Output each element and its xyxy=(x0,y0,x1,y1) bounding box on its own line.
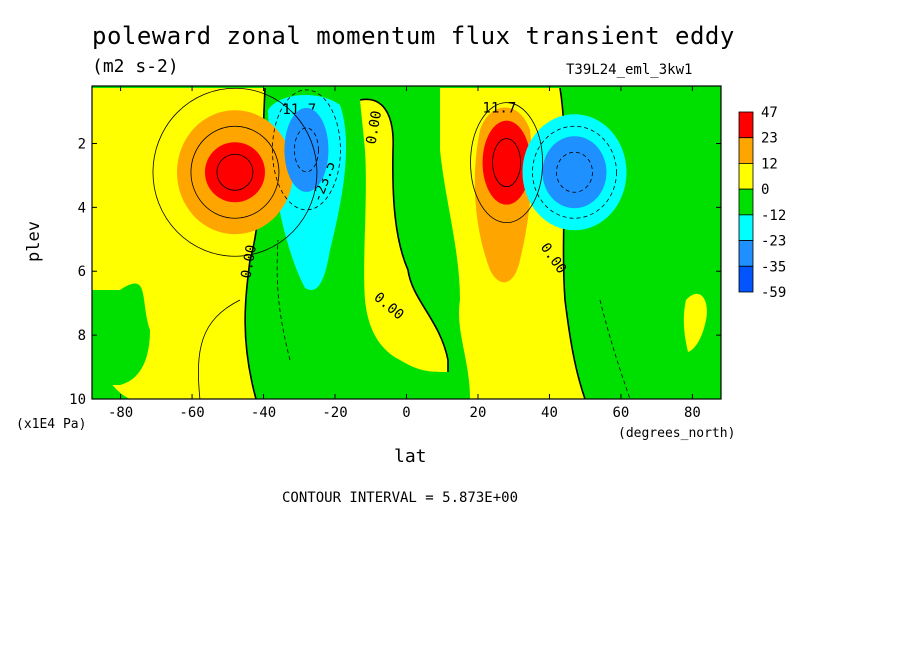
green-patch-southwest xyxy=(92,283,150,385)
colorbar-label: 12 xyxy=(761,156,778,172)
contour-north-neg-a xyxy=(532,125,617,219)
colorbar-swatch xyxy=(738,111,754,139)
contour-south-outer xyxy=(152,87,318,257)
contour-north-inner xyxy=(492,138,521,188)
yellow-patch-northeast xyxy=(683,293,707,352)
green-patch-equator xyxy=(406,106,440,173)
x-tick-label: 40 xyxy=(541,405,558,421)
colorbar-swatch xyxy=(738,240,754,267)
y-tick-label: 6 xyxy=(78,264,86,280)
contour-label: 0.00 xyxy=(364,110,386,146)
red-core-north xyxy=(482,120,531,205)
zero-contour-equator xyxy=(359,98,449,372)
colorbar-swatch xyxy=(738,214,754,241)
colorbar-label: 47 xyxy=(761,105,778,121)
y-tick-label: 2 xyxy=(78,136,86,152)
contour-low-south xyxy=(198,299,241,399)
contour-south-inner xyxy=(216,153,254,191)
x-tick-label: 80 xyxy=(684,405,701,421)
y-axis-units: (x1E4 Pa) xyxy=(16,417,87,432)
chart-title: poleward zonal momentum flux transient e… xyxy=(92,22,735,50)
colorbar-label: -35 xyxy=(761,259,786,275)
x-tick-label: 0 xyxy=(402,405,410,421)
blue-core-south xyxy=(284,107,329,192)
colorbar-label: 0 xyxy=(761,182,769,198)
x-axis-units: (degrees_north) xyxy=(618,426,736,441)
colorbar-swatch xyxy=(738,163,754,190)
colorbar-label: -23 xyxy=(761,234,786,250)
contour-label: 11.7 xyxy=(483,100,517,116)
y-tick-label: 8 xyxy=(78,328,86,344)
contour-label: 0.00 xyxy=(238,244,260,280)
contour-north-neg-b xyxy=(556,151,593,193)
contour-north-mid xyxy=(470,102,543,224)
colorbar-swatch xyxy=(738,265,754,293)
contour-low-dashed xyxy=(276,239,291,361)
x-tick-label: -60 xyxy=(179,405,204,421)
colorbar-label: 23 xyxy=(761,131,778,147)
yellow-region-equator xyxy=(360,99,448,372)
x-tick-label: -40 xyxy=(251,405,276,421)
contour-south-mid xyxy=(190,125,280,219)
colorbar-swatch xyxy=(738,137,754,164)
contour-south-neg-b xyxy=(294,127,319,173)
y-tick-label: 10 xyxy=(69,392,86,408)
x-tick-label: 20 xyxy=(470,405,487,421)
colorbar-label: -12 xyxy=(761,208,786,224)
x-tick-label: -20 xyxy=(322,405,347,421)
contour-interval: CONTOUR INTERVAL = 5.873E+00 xyxy=(282,490,519,506)
y-tick-label: 4 xyxy=(78,200,86,216)
x-axis-label: lat xyxy=(394,446,427,467)
x-tick-label: 60 xyxy=(613,405,630,421)
colorbar-swatch xyxy=(738,188,754,216)
chart-units: (m2 s-2) xyxy=(92,56,179,77)
contour-south-neg-a xyxy=(272,89,341,211)
colorbar-label: -59 xyxy=(761,285,786,301)
red-core-south xyxy=(204,142,265,203)
x-tick-label: -80 xyxy=(108,405,133,421)
blue-core-north xyxy=(542,136,607,209)
run-label: T39L24_eml_3kw1 xyxy=(566,62,693,78)
contour-low-north xyxy=(599,299,631,399)
